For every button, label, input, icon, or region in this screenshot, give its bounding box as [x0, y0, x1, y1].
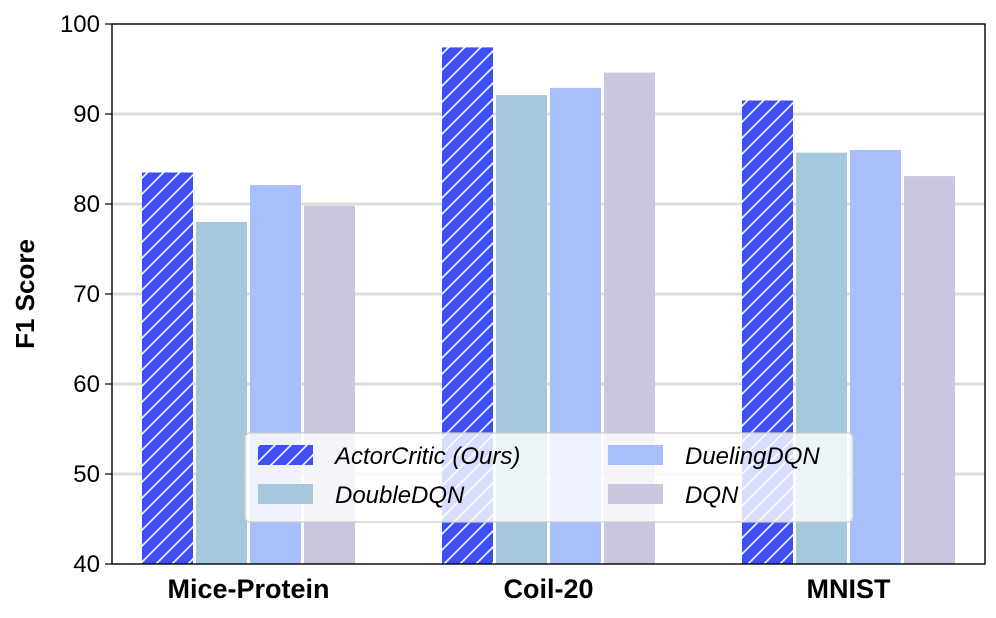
- x-tick-label: Mice-Protein: [167, 574, 329, 604]
- y-tick-label: 60: [73, 371, 100, 398]
- legend-label-dqn: DQN: [685, 482, 739, 509]
- legend-swatch-actorcritic: [258, 445, 313, 465]
- legend-swatch-duelingdqn: [608, 445, 663, 465]
- y-axis-label: F1 Score: [10, 239, 40, 349]
- bar-dqn-mnist: [904, 176, 955, 564]
- x-tick-label: MNIST: [807, 574, 892, 604]
- legend-swatch-dqn: [608, 484, 663, 504]
- legend: ActorCritic (Ours) DoubleDQN DuelingDQN …: [244, 432, 854, 523]
- legend-label-duelingdqn: DuelingDQN: [685, 443, 820, 470]
- legend-label-doubledqn: DoubleDQN: [335, 482, 465, 509]
- y-tick-label: 90: [73, 101, 100, 128]
- y-tick-label: 80: [73, 191, 100, 218]
- y-tick-label: 70: [73, 281, 100, 308]
- legend-frame: [244, 432, 854, 523]
- y-ticks: 40 50 60 70 80 90 100: [60, 11, 112, 578]
- x-tick-label: Coil-20: [503, 574, 593, 604]
- y-tick-label: 40: [73, 551, 100, 578]
- legend-label-actorcritic: ActorCritic (Ours): [333, 443, 520, 470]
- bar-duelingdqn-mnist: [850, 150, 901, 564]
- y-tick-label: 50: [73, 461, 100, 488]
- bar-actorcritic-ours-mice-protein: [142, 172, 193, 564]
- y-tick-label: 100: [60, 11, 100, 38]
- bar-doubledqn-mice-protein: [196, 222, 247, 564]
- x-tick-labels: Mice-Protein Coil-20 MNIST: [167, 574, 891, 604]
- legend-swatch-doubledqn: [258, 484, 313, 504]
